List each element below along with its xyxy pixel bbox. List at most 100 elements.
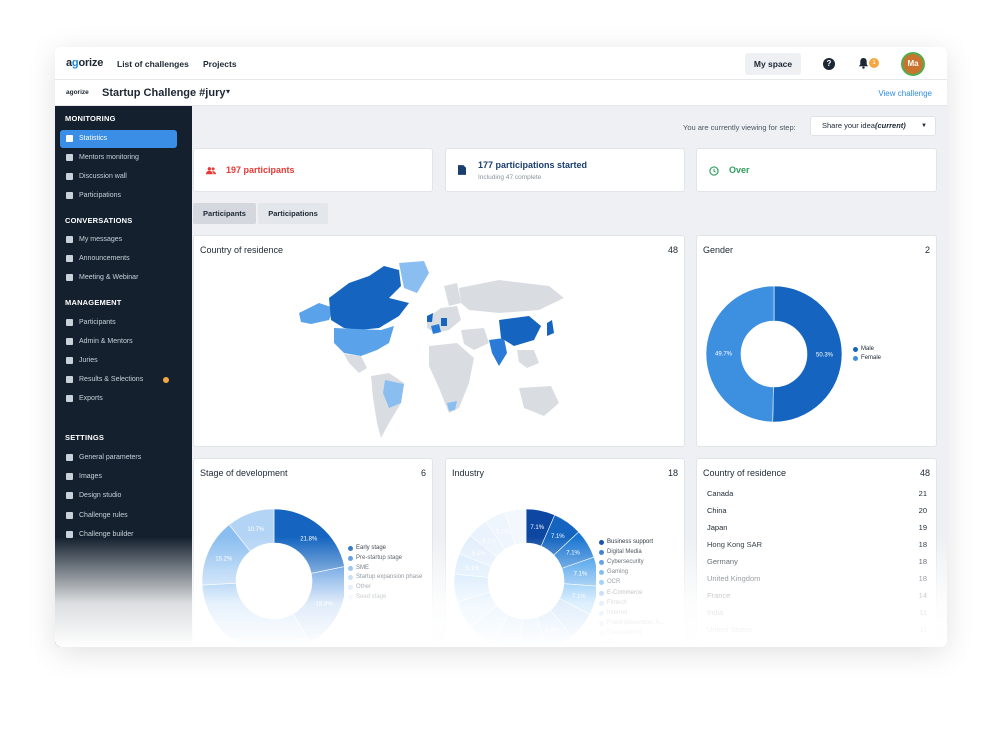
sidebar-item-discussion-wall[interactable]: Discussion wall [60, 168, 177, 186]
legend-label: Other [356, 584, 372, 591]
challenge-bar: agorize Startup Challenge #jury ▾ View c… [55, 80, 947, 106]
slice-label: 5.1% [482, 538, 496, 544]
sidebar-item-admin-mentors[interactable]: Admin & Mentors [60, 333, 177, 351]
challenge-title[interactable]: Startup Challenge #jury [102, 87, 226, 99]
gender-donut: 50.3% 49.7% [705, 285, 843, 423]
chevron-down-icon: ▼ [921, 123, 927, 129]
sidebar-item-design-studio[interactable]: Design studio [60, 487, 177, 505]
stage-card: Stage of development 6 21.8% 19.8% 15.2% 10… [193, 458, 433, 647]
nav-list-of-challenges[interactable]: List of challenges [117, 59, 189, 69]
slice-label: 50.3% [816, 352, 834, 358]
sidebar-item-challenge-rules[interactable]: Challenge rules [60, 507, 177, 525]
sidebar-item-mentors-monitoring[interactable]: Mentors monitoring [60, 149, 177, 167]
video-icon [66, 274, 73, 281]
card-title: Country of residence [703, 468, 787, 478]
legend-label: Gaming [607, 569, 629, 576]
sidebar-item-general-parameters[interactable]: General parameters [60, 449, 177, 467]
map-region-middle-east [461, 328, 489, 350]
sidebar-item-meeting-webinar[interactable]: Meeting & Webinar [60, 269, 177, 287]
tab-participations[interactable]: Participations [258, 203, 328, 224]
legend-label: Startup expansion phase [356, 574, 423, 581]
help-icon[interactable]: ? [823, 58, 835, 70]
view-challenge-link[interactable]: View challenge [878, 89, 932, 98]
mentor-icon [66, 154, 73, 161]
bell-icon[interactable] [858, 57, 869, 69]
my-space-button[interactable]: My space [745, 53, 801, 75]
donut-slice[interactable] [201, 582, 311, 647]
map-region-russia [459, 280, 564, 313]
legend-label: E-Commerce [607, 589, 643, 596]
slice-label: 7.1% [574, 572, 588, 578]
agorize-logo[interactable]: agorize [66, 57, 104, 69]
sidebar-item-results-selections[interactable]: Results & Selections [60, 371, 177, 389]
tab-participants[interactable]: Participants [193, 203, 256, 224]
sidebar-section-settings: SETTINGS [65, 433, 105, 442]
country-value: 18 [918, 574, 927, 583]
map-region-australia [519, 386, 559, 416]
country-value: 14 [918, 591, 927, 600]
map-region-canada [329, 266, 409, 330]
person-icon [66, 319, 73, 326]
notification-badge: 1 [869, 58, 879, 68]
card-title: Stage of development [200, 468, 288, 478]
legend-label: Male [861, 346, 875, 352]
participations-count: 177 participations started [478, 160, 588, 170]
country-row: India 11 [707, 608, 927, 622]
slice-label: 19.8% [316, 601, 334, 607]
legend-label: Business support [607, 539, 654, 545]
map-region-usa [334, 326, 394, 356]
slice-label: 5.1% [496, 529, 510, 535]
step-select[interactable]: Share your idea(current) ▼ [810, 116, 936, 136]
legend-label: Digital Media [607, 549, 642, 556]
country-name: France [707, 591, 731, 600]
avatar[interactable]: Ma [901, 52, 925, 76]
country-row: Canada 21 [707, 489, 927, 503]
download-icon [66, 395, 73, 402]
card-count: 18 [667, 468, 678, 478]
donut-slice[interactable] [705, 285, 775, 423]
sidebar-item-juries[interactable]: Juries [60, 352, 177, 370]
country-name: Japan [707, 523, 728, 532]
legend-label: Seed stage [356, 594, 387, 600]
admin-icon [66, 338, 73, 345]
participations-complete: Including 47 complete [478, 174, 542, 181]
map-region-brazil [383, 380, 404, 408]
legend-label: Early stage [356, 545, 387, 551]
map-region-india [489, 338, 507, 366]
map-region-africa [429, 343, 474, 413]
donut-slice[interactable] [772, 285, 843, 423]
card-title: Industry [452, 468, 485, 478]
slice-label: 21.8% [300, 536, 318, 542]
legend-dot [348, 555, 353, 561]
sidebar-item-announcements[interactable]: Announcements [60, 250, 177, 268]
country-row: United States 11 [707, 625, 927, 639]
sidebar-item-statistics[interactable]: Statistics [60, 130, 177, 148]
legend-dot [853, 347, 858, 352]
slice-label: 6.8% [545, 627, 559, 633]
alert-dot [163, 377, 169, 383]
sidebar-item-participants[interactable]: Participants [60, 314, 177, 332]
edit-icon [66, 531, 73, 538]
country-row: France 14 [707, 591, 927, 605]
sidebar-item-images[interactable]: Images [60, 468, 177, 486]
sidebar-item-exports[interactable]: Exports [60, 390, 177, 408]
sidebar-section-conversations: CONVERSATIONS [65, 216, 133, 225]
country-value: 18 [918, 557, 927, 566]
map-region-south-africa [447, 401, 457, 411]
chart-icon [66, 135, 73, 142]
map-region-japan [547, 320, 554, 336]
card-title: Gender [703, 245, 734, 255]
legend-label: Pre-startup stage [356, 554, 403, 561]
sidebar-item-challenge-builder[interactable]: Challenge builder [60, 526, 177, 544]
slice-label: 5.1% [466, 566, 480, 572]
sidebar-item-my-messages[interactable]: My messages [60, 231, 177, 249]
chevron-down-icon[interactable]: ▾ [226, 87, 231, 96]
legend-dot [348, 546, 353, 551]
legend-dot [348, 575, 353, 581]
card-count: 48 [919, 468, 930, 478]
sidebar-item-participations[interactable]: Participations [60, 187, 177, 205]
sidebar-section-monitoring: MONITORING [65, 114, 116, 123]
world-map [299, 261, 564, 438]
map-region-mexico [344, 354, 367, 373]
nav-projects[interactable]: Projects [203, 59, 237, 69]
